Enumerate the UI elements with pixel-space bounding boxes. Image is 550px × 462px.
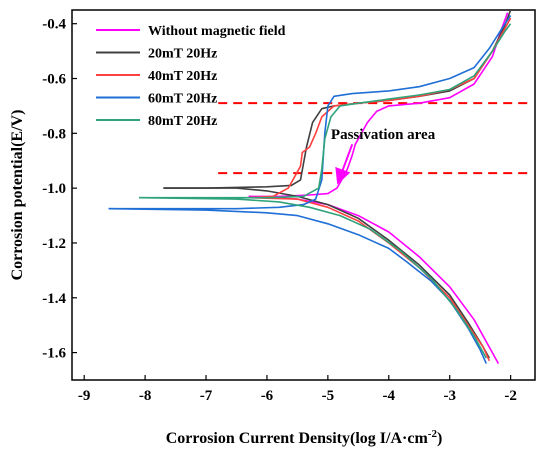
y-tick-label: -1.4	[42, 291, 66, 307]
annotation-layer: Passivation area	[331, 127, 436, 185]
legend-label: Without magnetic field	[148, 24, 286, 39]
y-tick-label: -1.2	[42, 236, 66, 252]
series-4-anodic-line	[108, 15, 512, 210]
passivation-arrow	[335, 143, 354, 185]
legend-label: 60mT 20Hz	[148, 92, 217, 107]
x-tick-label: -8	[139, 388, 152, 404]
series-5-cathodic-line	[138, 196, 487, 359]
reference-lines	[218, 102, 529, 175]
series-3-cathodic-line	[248, 196, 491, 362]
legend-label: 80mT 20Hz	[148, 114, 217, 129]
passivation-area-label: Passivation area	[331, 127, 436, 143]
legend: Without magnetic field 20mT 20Hz 40mT 20Hz…	[96, 24, 286, 129]
y-tick-label: -1.0	[42, 181, 66, 197]
x-axis-title-tail: )	[437, 430, 442, 447]
y-tick-label: -0.4	[42, 17, 66, 33]
y-axis: -0.4 -0.6 -0.8 -1.0 -1.2 -1.4 -1.6	[42, 17, 77, 362]
x-tick-label: -9	[78, 388, 91, 404]
x-tick-label: -3	[443, 388, 456, 404]
series-1-anodic-line	[248, 12, 509, 198]
x-axis-title-sup: -2	[428, 428, 438, 440]
x-tick-label: -6	[261, 388, 274, 404]
series-4-cathodic-line	[108, 207, 488, 364]
plot-frame	[71, 9, 536, 381]
series-layer	[108, 9, 512, 364]
y-tick-label: -1.6	[42, 346, 66, 362]
y-axis-title: Corrosion potential(E/V)	[9, 110, 26, 281]
x-tick-label: -5	[322, 388, 335, 404]
legend-label: 40mT 20Hz	[148, 69, 217, 84]
series-1-cathodic-line	[248, 195, 500, 364]
series-2-cathodic-line	[163, 187, 490, 359]
y-tick-label: -0.8	[42, 126, 66, 142]
x-tick-label: -2	[504, 388, 517, 404]
legend-label: 20mT 20Hz	[148, 47, 217, 62]
x-tick-label: -4	[383, 388, 396, 404]
x-tick-label: -7	[200, 388, 213, 404]
y-tick-label: -0.6	[42, 72, 66, 88]
x-axis-title: Corrosion Current Density(log I/A·cm-2)	[166, 428, 443, 447]
series-5-anodic-line	[139, 23, 512, 199]
x-axis: -9 -8 -7 -6 -5 -4 -3 -2	[78, 375, 517, 404]
x-axis-title-main: Corrosion Current Density(log I/A·cm	[166, 430, 429, 447]
series-3-anodic-line	[248, 17, 512, 199]
